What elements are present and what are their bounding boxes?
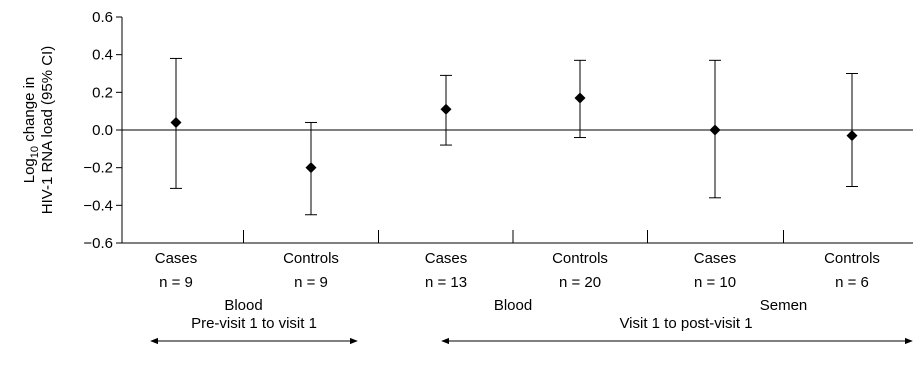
y-axis-title-rest: change in: [21, 77, 38, 146]
data-point-group: [846, 73, 858, 187]
group-separators: [243, 230, 784, 243]
period-label-2: Visit 1 to post-visit 1: [619, 315, 752, 332]
period-annotation-2: Visit 1 to post-visit 1: [441, 315, 913, 345]
sample-type-label: Blood: [224, 297, 262, 314]
y-axis-title-log: Log: [21, 158, 38, 183]
y-tick-label: 0.2: [92, 84, 113, 101]
data-points: [170, 57, 858, 216]
group-n-label: n = 13: [425, 274, 467, 291]
x-category-labels: Cases n = 9 Controls n = 9 Cases n = 13 Contro…: [155, 250, 880, 291]
group-n-label: n = 9: [294, 274, 328, 291]
data-point-group: [170, 57, 182, 189]
group-n-label: n = 9: [159, 274, 193, 291]
y-tick-label: 0.0: [92, 122, 113, 139]
data-point-group: [709, 59, 721, 199]
data-point-group: [574, 59, 586, 139]
y-axis-title: Log10 change in HIV-1 RNA load (95% CI): [21, 46, 56, 214]
data-point-group: [305, 121, 317, 216]
group-n-label: n = 10: [694, 274, 736, 291]
y-tick-label: 0.4: [92, 47, 113, 64]
group-label: Controls: [824, 250, 880, 267]
group-n-label: n = 6: [835, 274, 869, 291]
sample-type-label: Semen: [760, 297, 808, 314]
group-label: Cases: [425, 250, 468, 267]
point-estimate-diamond: [709, 124, 721, 136]
period-label-1: Pre-visit 1 to visit 1: [191, 315, 317, 332]
group-label: Controls: [283, 250, 339, 267]
y-tick-label: 0.6: [92, 9, 113, 26]
y-tick-label: −0.6: [83, 235, 113, 252]
group-label: Cases: [155, 250, 198, 267]
y-axis-title-line1: Log10 change in: [21, 77, 41, 184]
group-n-label: n = 20: [559, 274, 601, 291]
period-annotation-1: Pre-visit 1 to visit 1: [150, 315, 358, 345]
group-label: Cases: [694, 250, 737, 267]
point-estimate-diamond: [305, 162, 317, 174]
point-estimate-diamond: [846, 130, 858, 142]
point-estimate-diamond: [574, 92, 586, 104]
y-ticks: 0.6 0.4 0.2 0.0 −0.2 −0.4 −0.6: [83, 9, 122, 252]
point-estimate-diamond: [440, 103, 452, 115]
y-tick-label: −0.4: [83, 197, 113, 214]
sample-type-labels: Blood Blood Semen: [224, 297, 807, 314]
y-tick-label: −0.2: [83, 160, 113, 177]
group-label: Controls: [552, 250, 608, 267]
y-axis-title-line2: HIV-1 RNA load (95% CI): [39, 46, 56, 214]
data-point-group: [440, 74, 452, 146]
y-axis-title-subscript: 10: [29, 146, 41, 158]
point-estimate-diamond: [170, 116, 182, 128]
sample-type-label: Blood: [494, 297, 532, 314]
